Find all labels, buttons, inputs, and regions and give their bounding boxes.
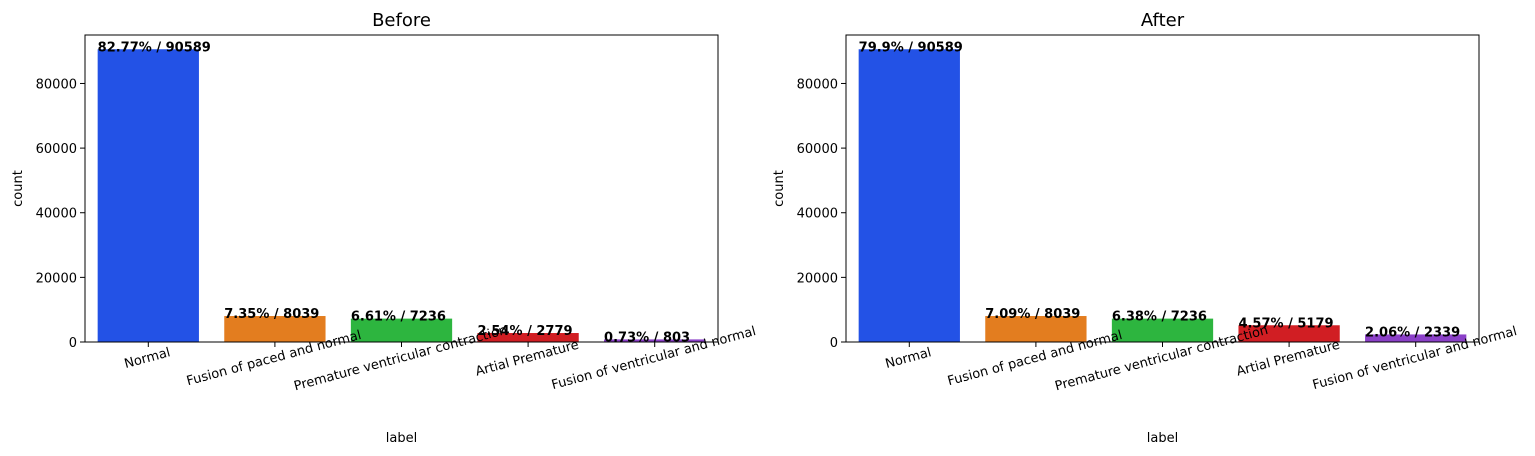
x-tick-label: Normal — [123, 345, 172, 372]
bar-value-label: 82.77% / 90589 — [98, 40, 211, 55]
y-axis-label: count — [11, 170, 26, 207]
y-tick-label: 80000 — [797, 77, 838, 92]
y-tick-label: 60000 — [36, 142, 77, 157]
bar-value-label: 6.38% / 7236 — [1112, 310, 1207, 325]
y-tick-label: 0 — [69, 336, 77, 351]
bar — [1238, 325, 1340, 342]
chart-title: After — [1141, 10, 1185, 31]
y-tick-label: 60000 — [797, 142, 838, 157]
y-tick-label: 80000 — [36, 77, 77, 92]
bar-value-label: 2.54% / 2779 — [477, 324, 572, 339]
bar — [985, 316, 1087, 342]
x-tick-label: Artial Premature — [474, 338, 581, 380]
bar-value-label: 4.57% / 5179 — [1238, 316, 1333, 331]
bar — [97, 49, 199, 343]
y-tick-label: 20000 — [36, 271, 77, 286]
y-tick-label: 40000 — [36, 207, 77, 222]
chart-title: Before — [372, 10, 431, 31]
bar-value-label: 79.9% / 90589 — [859, 40, 963, 55]
bar — [1111, 318, 1214, 342]
bar-value-label: 7.09% / 8039 — [985, 307, 1080, 322]
x-tick-label: Normal — [884, 345, 933, 372]
x-axis-label: label — [386, 431, 417, 446]
x-tick-label: Artial Premature — [1235, 338, 1342, 380]
chart-panel-before: Before 82.77% / 90589 7.35% / 8039 6.61% / … — [11, 10, 758, 446]
bar — [224, 316, 326, 342]
y-tick-label: 40000 — [797, 207, 838, 222]
y-tick-label: 20000 — [797, 271, 838, 286]
x-axis-label: label — [1147, 431, 1178, 446]
bar — [350, 318, 453, 342]
bar — [1365, 334, 1467, 342]
bar — [477, 333, 579, 342]
chart-panel-after: After 79.9% / 90589 7.09% / 8039 6.38% / 72… — [772, 10, 1519, 446]
bar-value-label: 2.06% / 2339 — [1365, 325, 1460, 340]
y-axis-label: count — [772, 170, 787, 207]
bar-value-label: 7.35% / 8039 — [224, 307, 319, 322]
y-tick-label: 0 — [830, 336, 838, 351]
bar-value-label: 0.73% / 803 — [604, 330, 690, 345]
bar — [858, 49, 960, 343]
bar — [604, 339, 706, 342]
bar-value-label: 6.61% / 7236 — [351, 310, 446, 325]
